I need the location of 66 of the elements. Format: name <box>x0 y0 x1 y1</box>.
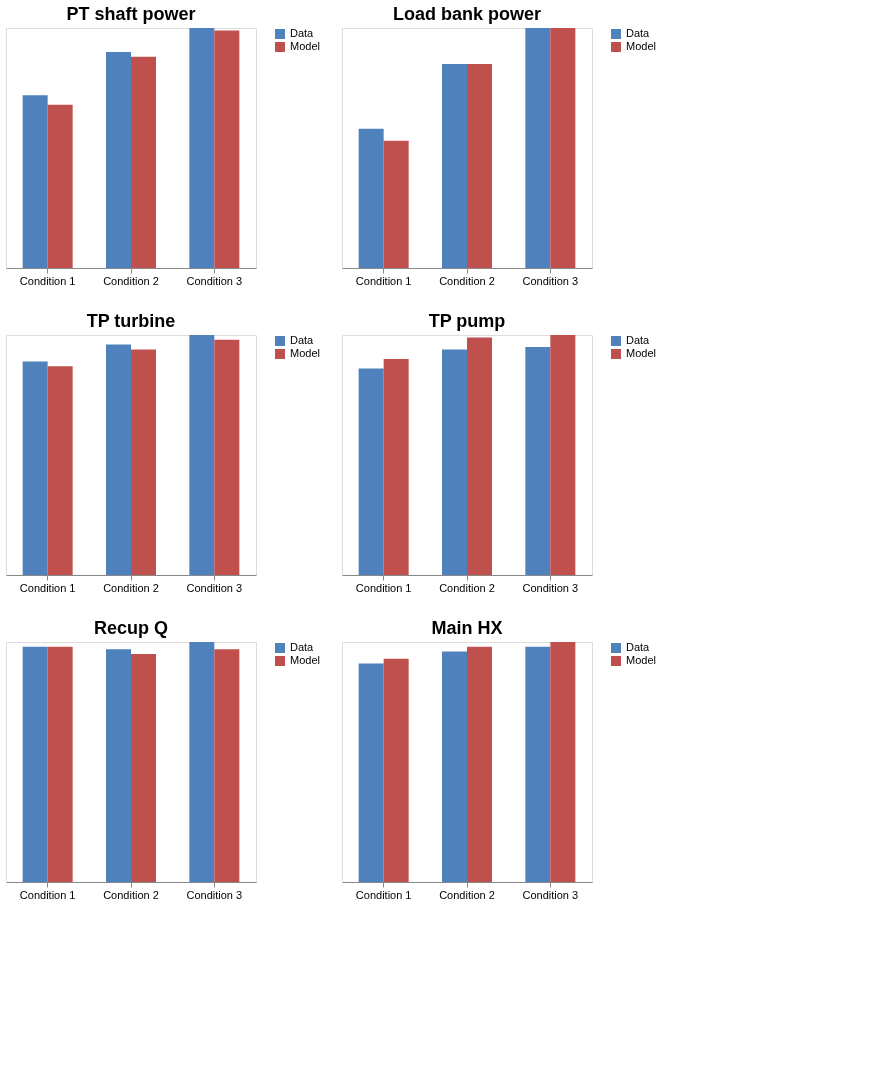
bar <box>106 52 131 268</box>
bar <box>106 344 131 575</box>
x-tick-label: Condition 3 <box>186 888 243 901</box>
bar <box>383 140 409 268</box>
legend-label: Model <box>626 654 656 666</box>
bar <box>22 361 48 575</box>
bar <box>131 349 156 575</box>
chart-title: PT shaft power <box>66 4 196 24</box>
x-tick-label: Condition 3 <box>186 274 243 287</box>
bar <box>47 104 73 268</box>
bar <box>47 366 73 575</box>
legend-label: Data <box>290 641 315 653</box>
x-tick-label: Condition 1 <box>355 581 412 594</box>
bar <box>525 28 551 268</box>
x-tick-label: Condition 2 <box>103 888 159 901</box>
legend-label: Model <box>290 654 320 666</box>
bar <box>467 337 492 575</box>
bar <box>442 64 467 268</box>
bar <box>442 349 467 575</box>
bar <box>383 359 409 575</box>
bar <box>550 642 576 882</box>
x-tick-label: Condition 1 <box>355 888 412 901</box>
chart-title: Recup Q <box>93 618 169 638</box>
bar <box>358 128 384 268</box>
chart-title: Load bank power <box>392 4 542 24</box>
bar <box>189 335 215 575</box>
bar <box>214 30 240 268</box>
legend-label: Model <box>290 347 320 359</box>
bar <box>189 28 215 268</box>
bar <box>358 368 384 575</box>
bar <box>131 56 156 268</box>
bar <box>442 651 467 882</box>
legend-label: Model <box>290 40 320 52</box>
chart-title: TP pump <box>428 311 506 331</box>
x-tick-label: Condition 2 <box>439 274 495 287</box>
x-tick-label: Condition 3 <box>186 581 243 594</box>
x-tick-label: Condition 2 <box>439 888 495 901</box>
legend-label: Data <box>626 334 651 346</box>
x-tick-label: Condition 3 <box>522 274 579 287</box>
x-tick-label: Condition 3 <box>522 888 579 901</box>
bar <box>467 64 492 268</box>
x-tick-label: Condition 2 <box>103 581 159 594</box>
x-tick-label: Condition 1 <box>355 274 412 287</box>
x-tick-label: Condition 1 <box>19 581 76 594</box>
bar <box>358 663 384 882</box>
x-tick-label: Condition 1 <box>19 274 76 287</box>
x-tick-label: Condition 2 <box>439 581 495 594</box>
x-tick-label: Condition 1 <box>19 888 76 901</box>
bar <box>383 658 409 882</box>
chart-title: Main HX <box>431 618 503 638</box>
legend-label: Data <box>290 334 315 346</box>
legend-label: Data <box>290 27 315 39</box>
bar <box>214 339 240 575</box>
chart-title: TP turbine <box>86 311 176 331</box>
legend-label: Data <box>626 27 651 39</box>
legend-label: Model <box>626 347 656 359</box>
x-tick-label: Condition 2 <box>103 274 159 287</box>
bar <box>550 28 576 268</box>
bar <box>525 646 551 882</box>
legend-label: Data <box>626 641 651 653</box>
legend-label: Model <box>626 40 656 52</box>
bar <box>467 646 492 882</box>
bar <box>22 95 48 268</box>
x-tick-label: Condition 3 <box>522 581 579 594</box>
bar <box>550 335 576 575</box>
bar <box>525 347 551 575</box>
